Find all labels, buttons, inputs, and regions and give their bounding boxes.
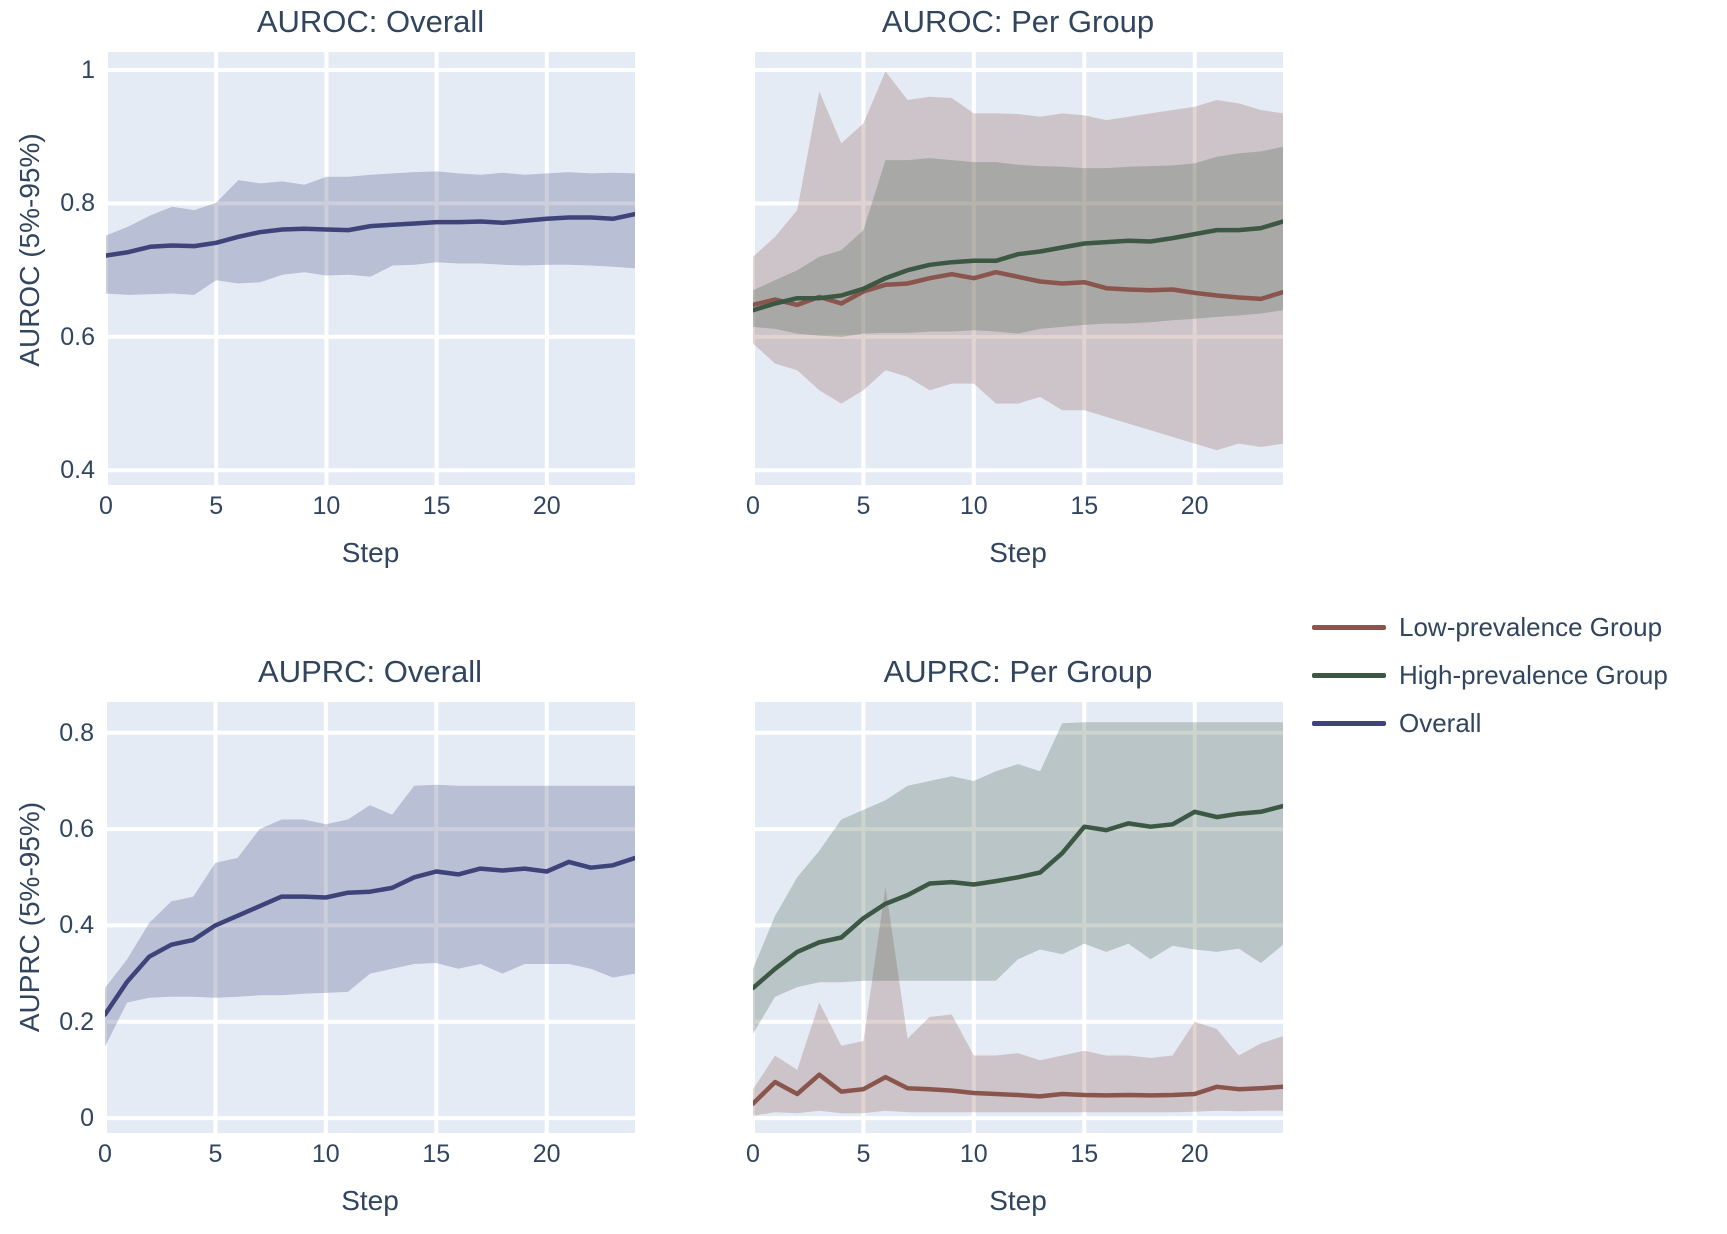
chart-title-auroc-overall: AUROC: Overall: [256, 4, 485, 39]
x-tick-label: 10: [959, 492, 988, 520]
x-tick-label: 5: [208, 1140, 223, 1168]
y-tick-label: 0: [80, 1104, 94, 1133]
legend-line-high-prevalence: [1312, 672, 1386, 678]
x-tick-label: 20: [532, 492, 561, 520]
x-tick-label: 5: [856, 492, 871, 520]
x-tick-label: 10: [959, 1140, 988, 1168]
y-axis-label-auprc: AUPRC (5%-95%): [14, 801, 45, 1033]
series-line-high-prevalence-group: [753, 219, 1283, 313]
series-line-low-prevalence-group: [753, 269, 1283, 308]
x-tick-label: 15: [1070, 492, 1099, 520]
series-line-low-prevalence-group: [753, 1072, 1283, 1106]
plot-area: [106, 52, 635, 485]
series-line-high-prevalence-group: [753, 803, 1283, 991]
x-axis-label-step: Step: [341, 1185, 399, 1216]
y-tick-label: 0.6: [60, 322, 95, 351]
confidence-band-overall: [105, 784, 635, 1047]
legend: Low-prevalence Group High-prevalence Gro…: [1312, 612, 1668, 756]
x-tick-label: 10: [312, 492, 341, 520]
x-tick-label: 20: [1180, 1140, 1209, 1168]
y-tick-label: 0.4: [59, 911, 94, 940]
x-tick-label: 20: [532, 1140, 561, 1168]
legend-item-low-prevalence: Low-prevalence Group: [1312, 612, 1668, 642]
x-tick-label: 15: [422, 1140, 451, 1168]
x-tick-label: 0: [99, 492, 113, 520]
plot-area: [753, 52, 1283, 485]
legend-line-overall: [1312, 720, 1386, 726]
series-line-overall: [106, 211, 635, 258]
x-axis-label-step: Step: [989, 537, 1047, 568]
series-line-overall: [105, 855, 635, 1017]
x-tick-label: 0: [746, 492, 760, 520]
x-tick-label: 15: [422, 492, 451, 520]
y-tick-label: 0.4: [60, 456, 95, 485]
legend-item-high-prevalence: High-prevalence Group: [1312, 660, 1668, 690]
x-axis-label-step: Step: [341, 537, 400, 568]
legend-label-low-prevalence: Low-prevalence Group: [1399, 611, 1663, 642]
chart-title-auroc-per-group: AUROC: Per Group: [881, 4, 1155, 39]
x-tick-label: 20: [1180, 492, 1209, 520]
legend-label-overall: Overall: [1399, 707, 1482, 738]
y-axis-label-auroc: AUROC (5%-95%): [14, 133, 45, 367]
chart-auprc-per-group: AUPRC: Per Group Step 0 5 10 15 20: [746, 654, 1283, 1216]
y-tick-label: 0.8: [60, 189, 95, 218]
x-tick-label: 0: [746, 1140, 760, 1168]
chart-title-auprc-per-group: AUPRC: Per Group: [883, 654, 1153, 689]
x-tick-label: 5: [856, 1140, 871, 1168]
confidence-band-low-prevalence-group: [753, 886, 1283, 1116]
chart-auroc-per-group: AUROC: Per Group Step 0 5 10 15 20: [746, 4, 1283, 568]
chart-auroc-overall: AUROC: Overall Step 0 5 10 15 20 0.4 0.6 0.8 1: [60, 4, 635, 568]
legend-label-high-prevalence: High-prevalence Group: [1399, 659, 1668, 690]
confidence-band-overall: [106, 171, 635, 295]
y-tick-label: 0.6: [59, 815, 94, 844]
legend-line-low-prevalence: [1312, 624, 1386, 630]
legend-item-overall: Overall: [1312, 708, 1668, 738]
x-tick-label: 0: [98, 1140, 112, 1168]
plot-area: [105, 702, 635, 1133]
confidence-band-low-prevalence-group: [753, 71, 1283, 451]
x-tick-label: 10: [311, 1140, 340, 1168]
x-axis-label-step: Step: [989, 1185, 1047, 1216]
chart-auprc-overall: AUPRC: Overall Step 0 5 10 15 20 0 0.2 0.4 0.6 0.…: [59, 654, 635, 1216]
chart-title-auprc-overall: AUPRC: Overall: [258, 654, 482, 689]
plot-area: [753, 702, 1283, 1133]
x-tick-label: 15: [1070, 1140, 1099, 1168]
x-tick-label: 5: [209, 492, 224, 520]
y-tick-label: 0.2: [59, 1007, 94, 1036]
y-tick-label: 0.8: [59, 718, 94, 747]
y-tick-label: 1: [81, 56, 95, 84]
